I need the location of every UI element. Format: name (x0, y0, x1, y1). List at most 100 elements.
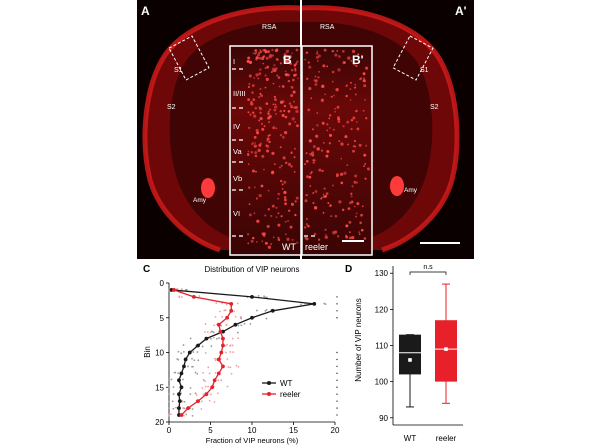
neuron-dot (265, 102, 269, 105)
individual-point (232, 351, 235, 354)
neuron-dot (258, 51, 261, 54)
neuron-dot (360, 77, 363, 80)
data-point-reeler (219, 350, 224, 355)
neuron-dot (258, 95, 261, 99)
x-tick-label: 15 (289, 426, 298, 435)
individual-point (177, 350, 180, 353)
neuron-dot (336, 49, 339, 52)
neuron-dot (284, 202, 287, 206)
neuron-dot (359, 221, 362, 225)
neuron-dot (268, 108, 272, 111)
neuron-dot (253, 186, 256, 189)
neuron-dot (271, 54, 274, 57)
neuron-dot (328, 117, 331, 120)
neuron-dot (354, 93, 357, 96)
neuron-dot (341, 208, 345, 212)
neuron-dot (280, 164, 283, 167)
y-tick-label: 0 (160, 279, 165, 288)
label-s1-right: S1 (420, 67, 429, 74)
neuron-dot (259, 116, 263, 121)
neuron-dot (331, 184, 334, 187)
neuron-dot (358, 233, 361, 235)
individual-point (213, 357, 216, 360)
neuron-dot (285, 60, 288, 64)
neuron-dot (342, 125, 345, 128)
neuron-dot (260, 94, 263, 98)
neuron-dot (340, 142, 344, 146)
neuron-dot (267, 208, 270, 211)
individual-point (191, 414, 194, 417)
neuron-dot (271, 67, 276, 71)
individual-point (204, 380, 207, 383)
neuron-dot (360, 228, 364, 232)
data-point-wt (312, 301, 317, 306)
neuron-dot (291, 52, 293, 55)
data-point-wt (250, 315, 254, 320)
neuron-dot (287, 110, 291, 113)
box-body-reeler (435, 320, 457, 382)
neuron-dot (363, 165, 366, 168)
individual-point (239, 315, 242, 318)
y-tick-label: 100 (375, 378, 389, 387)
neuron-dot (296, 60, 299, 63)
neuron-dot (320, 98, 325, 103)
neuron-dot (268, 140, 271, 144)
neuron-dot (350, 127, 353, 131)
chart-c: C Distribution of VIP neurons 0 5 10 15 20 0… (143, 264, 340, 445)
neuron-dot (267, 116, 271, 120)
chart-c-individual-points (168, 288, 327, 417)
neuron-dot (247, 242, 250, 245)
individual-point (189, 387, 192, 389)
individual-point (192, 351, 195, 353)
chart-c-significance-marks (336, 296, 338, 416)
significance-mark (336, 358, 338, 361)
neuron-dot (305, 217, 308, 221)
neuron-dot (326, 129, 329, 132)
individual-point (225, 303, 228, 306)
neuron-dot (303, 226, 307, 229)
legend-reeler-marker (267, 392, 271, 396)
neuron-dot (332, 128, 336, 131)
neuron-dot (295, 196, 299, 200)
neuron-dot (248, 213, 252, 217)
y-tick-label: 15 (155, 383, 164, 392)
neuron-dot (284, 233, 287, 236)
neuron-dot (331, 49, 335, 53)
neuron-dot (289, 104, 293, 107)
individual-point (208, 399, 211, 402)
significance-mark (336, 317, 338, 319)
neuron-dot (274, 105, 278, 109)
individual-point (234, 315, 237, 318)
neuron-dot (356, 181, 359, 184)
individual-point (300, 303, 302, 306)
neuron-dot (253, 135, 257, 139)
neuron-dot (365, 144, 368, 147)
neuron-dot (287, 79, 291, 83)
neuron-dot (293, 171, 296, 173)
data-point-reeler (204, 392, 209, 397)
neuron-dot (356, 121, 358, 123)
neuron-dot (272, 82, 275, 85)
label-reeler-genotype: reeler (305, 242, 328, 252)
individual-point (177, 372, 180, 374)
neuron-dot (354, 215, 358, 218)
data-point-wt (182, 364, 186, 369)
individual-point (213, 331, 215, 334)
individual-point (266, 296, 268, 299)
data-point-reeler (221, 343, 225, 348)
neuron-dot (250, 100, 253, 103)
inset-box-reeler (301, 45, 373, 256)
individual-point (170, 378, 173, 381)
individual-point (168, 393, 170, 395)
data-point-reeler (229, 301, 234, 306)
neuron-dot (339, 172, 344, 176)
neuron-dot (347, 207, 351, 210)
neuron-dot (267, 134, 270, 137)
neuron-dots-reeler (303, 48, 370, 241)
neuron-dot (304, 199, 308, 203)
neuron-dot (336, 105, 340, 109)
individual-point (217, 379, 220, 382)
neuron-dot (255, 170, 257, 173)
neuron-dot (280, 215, 283, 218)
neuron-dot (275, 48, 279, 52)
